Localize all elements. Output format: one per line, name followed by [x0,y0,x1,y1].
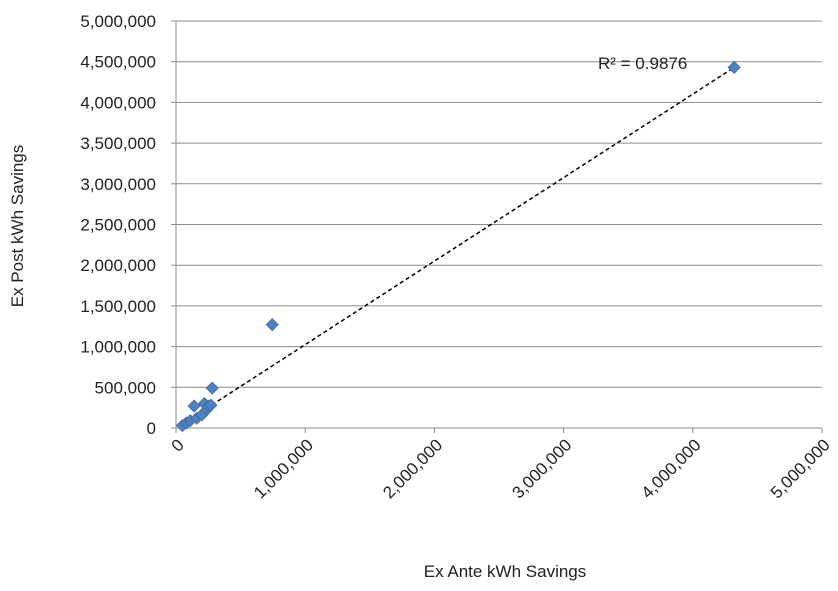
x-axis-title: Ex Ante kWh Savings [424,562,587,581]
y-tick-label: 4,500,000 [80,53,156,72]
axes [171,20,823,433]
tick-labels: 0 500,000 1,000,000 1,500,000 2,000,000 2,500… [80,12,833,502]
x-tick-label: 2,000,000 [379,435,446,502]
y-tick-label: 1,000,000 [80,338,156,357]
y-tick-label: 2,000,000 [80,256,156,275]
gridlines [176,20,822,388]
y-tick-label: 5,000,000 [80,12,156,31]
x-tick-label: 3,000,000 [509,435,576,502]
data-point [265,318,279,332]
x-tick-label: 1,000,000 [250,435,317,502]
y-tick-label: 2,500,000 [80,216,156,235]
y-tick-label: 3,500,000 [80,134,156,153]
y-tick-label: 4,000,000 [80,93,156,112]
data-point [205,381,219,395]
x-tick-label: 0 [168,435,188,455]
trendline [182,66,735,425]
y-tick-label: 3,000,000 [80,175,156,194]
r-squared-label: R² = 0.9876 [598,54,687,73]
data-point [204,398,218,412]
y-axis-title: Ex Post kWh Savings [8,145,27,308]
y-tick-label: 500,000 [95,378,156,397]
x-tick-label: 5,000,000 [767,435,834,502]
y-tick-label: 1,500,000 [80,297,156,316]
data-points [175,60,741,433]
y-tick-label: 0 [147,419,156,438]
trendline-group [182,66,735,425]
data-point [727,60,741,74]
data-point [187,399,201,413]
x-tick-label: 4,000,000 [638,435,705,502]
